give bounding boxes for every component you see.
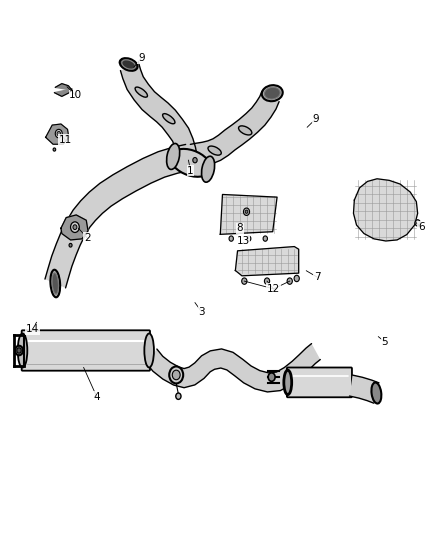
Ellipse shape <box>120 58 138 71</box>
Ellipse shape <box>262 85 283 101</box>
Ellipse shape <box>50 270 60 297</box>
Text: 9: 9 <box>313 114 319 124</box>
Ellipse shape <box>18 334 27 368</box>
Ellipse shape <box>55 130 62 138</box>
Text: 10: 10 <box>69 90 82 100</box>
Ellipse shape <box>294 275 299 281</box>
Ellipse shape <box>242 278 247 284</box>
Polygon shape <box>353 179 418 241</box>
Polygon shape <box>146 344 320 392</box>
Polygon shape <box>54 89 72 96</box>
Ellipse shape <box>73 225 77 230</box>
FancyBboxPatch shape <box>287 368 352 397</box>
Ellipse shape <box>265 278 270 284</box>
Polygon shape <box>120 63 197 160</box>
Ellipse shape <box>263 236 268 241</box>
Text: 4: 4 <box>93 392 100 402</box>
Ellipse shape <box>284 370 292 394</box>
Ellipse shape <box>176 393 181 399</box>
Ellipse shape <box>53 148 56 151</box>
Text: 13: 13 <box>237 236 250 246</box>
Ellipse shape <box>145 334 154 368</box>
Ellipse shape <box>162 114 175 124</box>
Ellipse shape <box>371 383 381 403</box>
Ellipse shape <box>52 273 58 294</box>
Ellipse shape <box>169 367 183 383</box>
Ellipse shape <box>135 87 148 97</box>
Ellipse shape <box>71 222 79 232</box>
Text: 8: 8 <box>237 223 243 233</box>
Polygon shape <box>46 124 69 144</box>
Text: 5: 5 <box>381 337 388 347</box>
Ellipse shape <box>245 210 248 213</box>
Ellipse shape <box>265 87 280 99</box>
Polygon shape <box>55 84 72 90</box>
Ellipse shape <box>268 373 275 381</box>
Ellipse shape <box>239 126 252 135</box>
Ellipse shape <box>229 236 233 241</box>
Polygon shape <box>235 247 299 276</box>
Ellipse shape <box>244 208 250 215</box>
Ellipse shape <box>166 143 180 169</box>
Polygon shape <box>220 195 277 235</box>
Text: 11: 11 <box>59 135 72 145</box>
Ellipse shape <box>170 149 211 177</box>
Text: 1: 1 <box>187 166 194 176</box>
Ellipse shape <box>247 236 251 241</box>
Ellipse shape <box>415 220 420 226</box>
Ellipse shape <box>15 346 23 356</box>
Text: 9: 9 <box>138 53 145 63</box>
Text: 2: 2 <box>84 233 91 243</box>
Ellipse shape <box>69 244 72 247</box>
Ellipse shape <box>122 60 135 69</box>
Ellipse shape <box>57 132 60 136</box>
Text: 14: 14 <box>26 324 39 334</box>
Text: 12: 12 <box>267 284 280 294</box>
FancyBboxPatch shape <box>21 330 150 370</box>
Ellipse shape <box>287 278 292 284</box>
Ellipse shape <box>201 156 215 182</box>
Text: 3: 3 <box>198 306 205 317</box>
Ellipse shape <box>193 158 197 163</box>
Polygon shape <box>61 215 88 240</box>
Polygon shape <box>45 144 190 288</box>
Text: 7: 7 <box>314 272 321 282</box>
Polygon shape <box>191 91 279 167</box>
Ellipse shape <box>172 370 180 379</box>
Text: 6: 6 <box>418 222 424 232</box>
Ellipse shape <box>17 348 21 353</box>
Ellipse shape <box>208 146 221 155</box>
Polygon shape <box>350 375 379 403</box>
